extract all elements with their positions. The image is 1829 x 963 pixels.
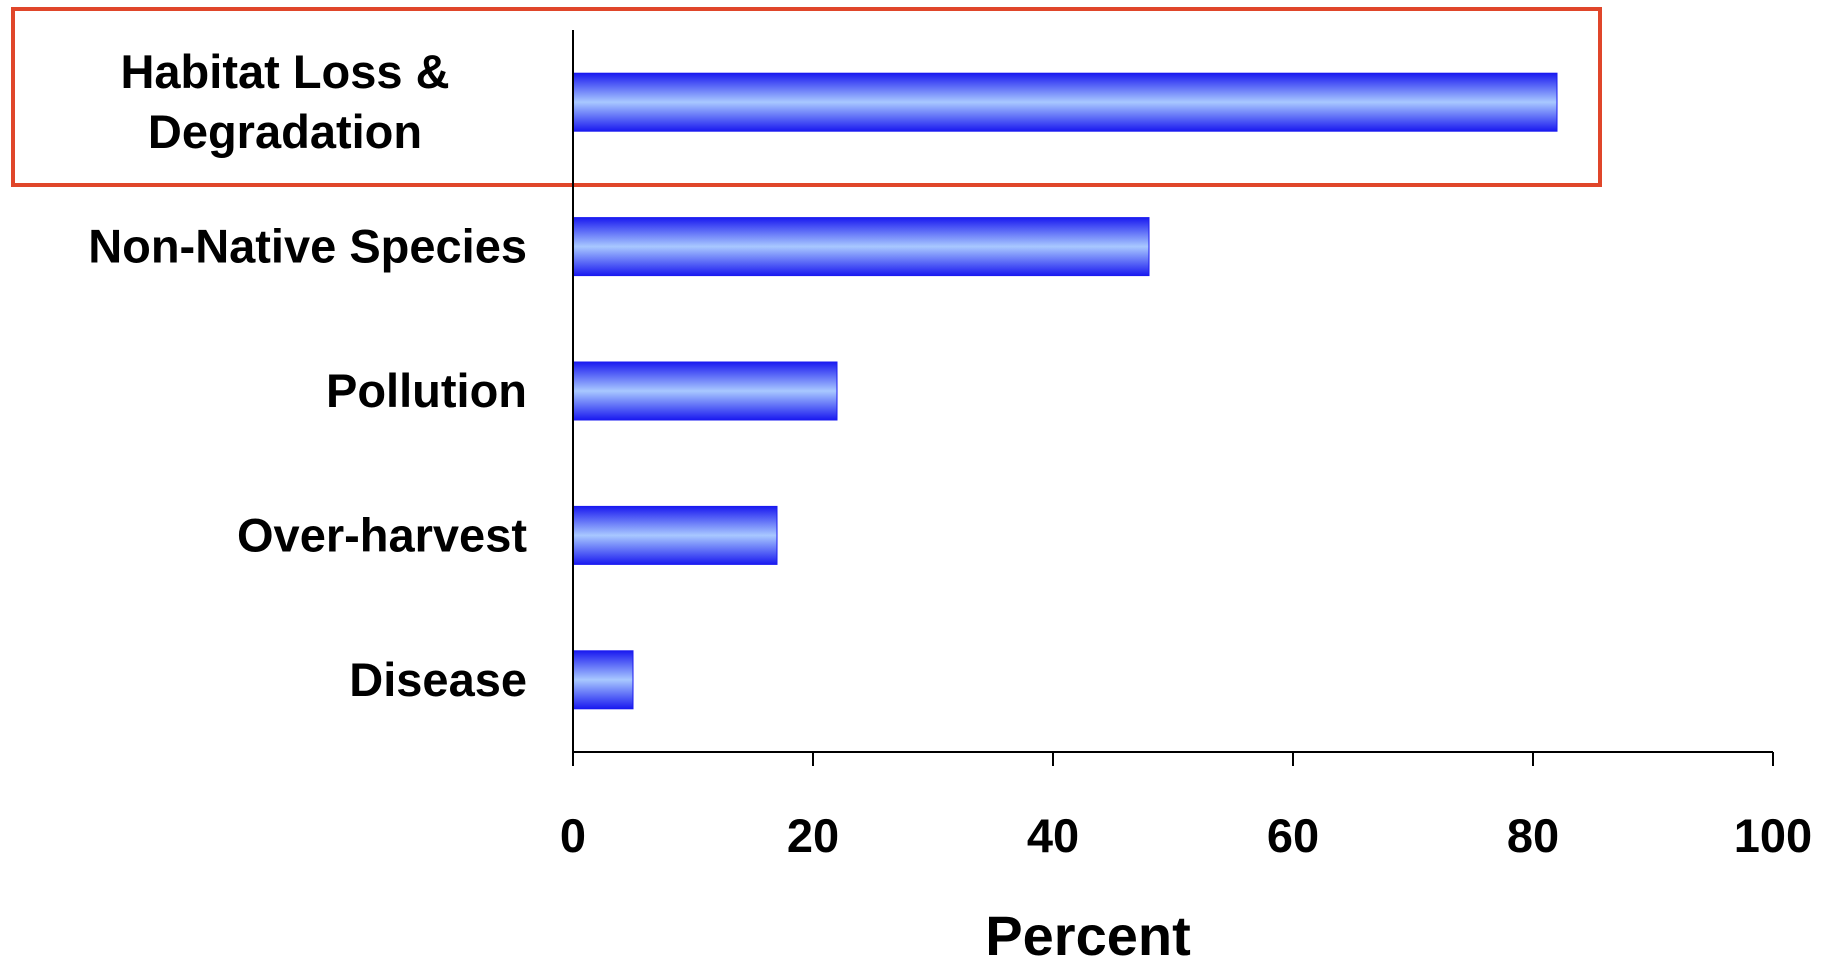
category-label-4: Disease	[349, 653, 527, 706]
category-label-3: Over-harvest	[237, 508, 527, 561]
bar-1	[572, 217, 1150, 277]
bar-2	[572, 361, 838, 421]
x-tick-label-1: 20	[787, 809, 839, 862]
axes-layer	[572, 30, 1774, 766]
highlight-layer	[11, 7, 1602, 187]
category-label-2: Pollution	[326, 364, 527, 417]
bars-layer	[572, 72, 1558, 710]
bar-3	[572, 505, 778, 565]
x-tick-label-3: 60	[1267, 809, 1319, 862]
x-tick-label-4: 80	[1507, 809, 1559, 862]
x-tick-label-0: 0	[560, 809, 586, 862]
x-tick-label-5: 100	[1734, 809, 1812, 862]
category-label-0: Habitat Loss & Degradation	[120, 45, 449, 158]
bar-0	[572, 72, 1558, 132]
labels-layer: Habitat Loss & Degradation Non-Native Spec…	[88, 45, 1812, 862]
highlight-box	[11, 7, 1602, 187]
x-tick-label-2: 40	[1027, 809, 1079, 862]
bar-4	[572, 650, 634, 710]
category-label-1: Non-Native Species	[88, 220, 527, 273]
x-axis-title: Percent	[985, 904, 1190, 963]
